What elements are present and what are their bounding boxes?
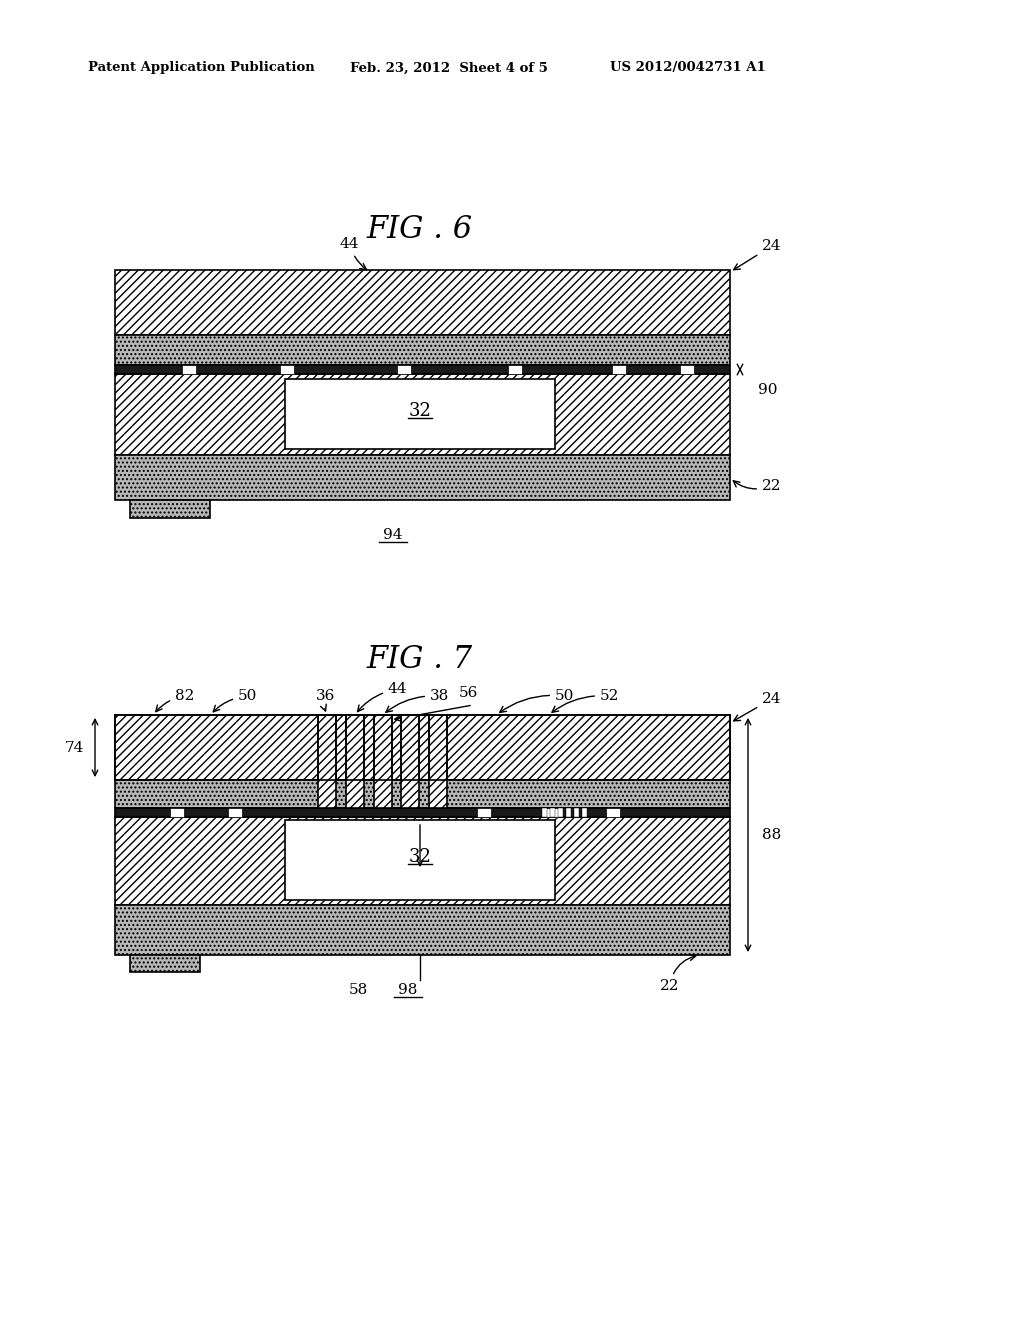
Text: FIG . 6: FIG . 6 — [367, 214, 473, 246]
Bar — [346, 715, 364, 808]
Bar — [606, 808, 621, 817]
Bar — [551, 808, 555, 817]
Bar — [346, 715, 364, 780]
Text: 22: 22 — [660, 954, 695, 993]
Bar — [281, 366, 294, 374]
Bar — [115, 374, 730, 455]
Text: US 2012/0042731 A1: US 2012/0042731 A1 — [610, 62, 766, 74]
Bar — [228, 808, 242, 817]
Text: 58: 58 — [348, 983, 368, 997]
Bar — [374, 715, 391, 808]
Text: 44: 44 — [340, 238, 367, 269]
Bar — [115, 817, 730, 906]
Bar — [429, 715, 446, 808]
Text: 24: 24 — [733, 239, 781, 269]
Text: 50: 50 — [500, 689, 574, 713]
Bar — [115, 808, 730, 817]
Bar — [401, 715, 419, 780]
Bar — [115, 780, 730, 808]
Text: Patent Application Publication: Patent Application Publication — [88, 62, 314, 74]
Bar — [508, 366, 522, 374]
Bar — [583, 808, 588, 817]
Text: 98: 98 — [398, 983, 418, 997]
Text: 32: 32 — [409, 847, 431, 866]
Bar — [170, 808, 183, 817]
Text: 82: 82 — [156, 689, 195, 711]
Bar — [115, 455, 730, 500]
Bar — [612, 366, 627, 374]
Bar — [115, 906, 730, 954]
Bar — [545, 808, 559, 817]
Bar — [543, 808, 548, 817]
Bar — [318, 715, 336, 780]
Bar — [115, 366, 730, 374]
Text: Feb. 23, 2012  Sheet 4 of 5: Feb. 23, 2012 Sheet 4 of 5 — [350, 62, 548, 74]
Bar — [318, 715, 336, 808]
Text: 56: 56 — [459, 686, 477, 700]
Bar — [115, 335, 730, 366]
Text: FIG . 7: FIG . 7 — [367, 644, 473, 676]
Bar — [130, 500, 210, 517]
Bar — [374, 715, 391, 780]
Text: 36: 36 — [316, 689, 336, 711]
Bar — [285, 379, 555, 449]
Bar — [115, 715, 730, 780]
Bar — [566, 808, 571, 817]
Text: 38: 38 — [386, 689, 450, 713]
Text: 52: 52 — [552, 689, 620, 713]
Bar — [477, 808, 490, 817]
Bar — [558, 808, 563, 817]
Text: 74: 74 — [65, 741, 84, 755]
Bar — [285, 820, 555, 900]
Bar — [680, 366, 694, 374]
Bar — [429, 715, 446, 780]
Text: 32: 32 — [409, 403, 431, 420]
Bar — [574, 808, 580, 817]
Text: 90: 90 — [758, 383, 777, 397]
Bar — [115, 271, 730, 335]
Bar — [182, 366, 196, 374]
Bar — [401, 715, 419, 808]
Text: 22: 22 — [733, 479, 781, 492]
Bar — [397, 366, 411, 374]
Text: 50: 50 — [213, 689, 257, 711]
Text: 44: 44 — [357, 682, 408, 711]
Bar — [130, 954, 200, 972]
Text: 24: 24 — [734, 692, 781, 721]
Text: 88: 88 — [762, 828, 781, 842]
Text: 94: 94 — [383, 528, 402, 543]
